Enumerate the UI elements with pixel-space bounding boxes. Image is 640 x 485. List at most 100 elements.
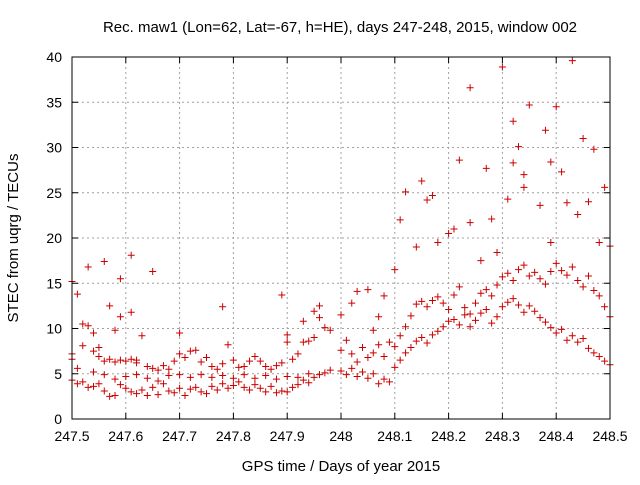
data-point [251,381,259,389]
data-point [466,219,474,227]
data-point [116,313,124,321]
data-point [262,388,270,396]
y-tick-label: 15 [46,275,62,291]
data-point [84,383,92,391]
data-point [434,239,442,247]
data-point [186,347,194,355]
data-point [595,292,603,300]
data-point [536,314,544,322]
data-point [256,384,264,392]
data-point [547,239,555,247]
data-point [396,216,404,224]
data-point [402,188,410,196]
data-point [428,331,436,339]
data-point [375,313,383,321]
data-point [402,349,410,357]
data-point [95,344,103,352]
data-point [133,390,141,398]
data-point [574,338,582,346]
data-point [197,388,205,396]
data-point [445,305,453,313]
data-point [563,336,571,344]
data-point [547,267,555,275]
data-point [321,369,329,377]
data-point [100,371,108,379]
data-point [122,384,130,392]
data-point [90,382,98,390]
x-tick-label: 248.4 [539,428,574,444]
data-point [601,183,609,191]
data-point [552,329,560,337]
data-point [434,293,442,301]
data-point [154,366,162,374]
data-point [326,326,334,334]
y-axis-label: STEC from uqrg / TECUs [5,154,22,323]
data-point [579,134,587,142]
data-point [504,269,512,277]
data-point [601,303,609,311]
data-point [337,311,345,319]
data-point [219,372,227,380]
data-point [267,382,275,390]
y-tick-label: 35 [46,94,62,110]
data-point [111,375,119,383]
data-point [396,332,404,340]
data-point [601,357,609,365]
data-point [100,357,108,365]
data-point [133,356,141,364]
data-point [337,367,345,375]
data-point [547,324,555,332]
data-point [219,360,227,368]
data-point [127,355,135,363]
data-point [369,370,377,378]
data-point [224,341,232,349]
data-point [278,387,286,395]
data-point [428,296,436,304]
data-point [369,349,377,357]
data-point [525,272,533,280]
data-point [106,302,114,310]
data-point [106,355,114,363]
data-point [488,215,496,223]
data-point [262,372,270,380]
data-point [90,329,98,337]
data-point [283,372,291,380]
data-point [364,374,372,382]
data-point [455,283,463,291]
y-tick-label: 5 [54,366,62,382]
x-tick-label: 248.3 [485,428,520,444]
data-point [353,372,361,380]
data-point [111,391,119,399]
data-point [84,322,92,330]
data-point [418,297,426,305]
data-point [213,365,221,373]
x-axis-label: GPS time / Days of year 2015 [242,458,440,475]
data-point [235,378,243,386]
data-point [229,356,237,364]
data-point [428,191,436,199]
data-point [418,334,426,342]
data-point [595,353,603,361]
data-point [498,303,506,311]
data-point [482,164,490,172]
data-point [455,156,463,164]
data-point [568,332,576,340]
data-point [595,239,603,247]
data-point [477,309,485,317]
data-point [563,271,571,279]
data-point [541,126,549,134]
data-point [299,376,307,384]
data-point [165,372,173,380]
data-point [305,337,313,345]
data-point [149,267,157,275]
data-point [520,183,528,191]
data-point [482,305,490,313]
data-point [143,374,151,382]
data-point [515,143,523,151]
data-point [95,353,103,361]
data-point [563,199,571,207]
x-tick-label: 248.1 [377,428,412,444]
data-point [364,353,372,361]
